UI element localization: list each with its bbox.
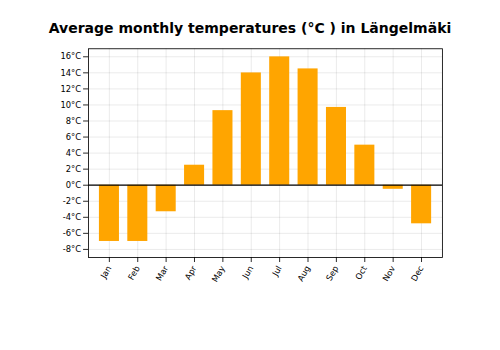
svg-text:Dec: Dec [409, 264, 426, 283]
svg-text:Aug: Aug [295, 264, 312, 283]
svg-text:Jan: Jan [98, 264, 114, 281]
svg-text:8°C: 8°C [66, 116, 81, 126]
svg-text:-8°C: -8°C [63, 244, 81, 254]
svg-text:2°C: 2°C [66, 164, 81, 174]
svg-text:Apr: Apr [183, 263, 199, 281]
svg-text:May: May [210, 264, 227, 284]
svg-text:6°C: 6°C [66, 132, 81, 142]
svg-text:Jul: Jul [269, 264, 283, 279]
svg-text:12°C: 12°C [60, 84, 81, 94]
svg-text:0°C: 0°C [66, 180, 81, 190]
svg-text:Feb: Feb [126, 264, 142, 282]
svg-text:Oct: Oct [353, 263, 369, 281]
svg-text:10°C: 10°C [60, 100, 81, 110]
svg-text:14°C: 14°C [60, 68, 81, 78]
svg-text:-2°C: -2°C [63, 196, 81, 206]
html-text:Average monthly temperatures (: Average monthly temperatures (°C ) in Lä… [48, 20, 452, 36]
svg-text:Jun: Jun [240, 264, 256, 281]
svg-text:16°C: 16°C [60, 51, 81, 61]
svg-text:Sep: Sep [324, 264, 341, 283]
svg-text:-4°C: -4°C [63, 212, 81, 222]
svg-text:4°C: 4°C [66, 148, 81, 158]
svg-text:-6°C: -6°C [63, 228, 81, 238]
svg-text:Nov: Nov [380, 264, 397, 283]
svg-text:Mar: Mar [154, 263, 171, 282]
